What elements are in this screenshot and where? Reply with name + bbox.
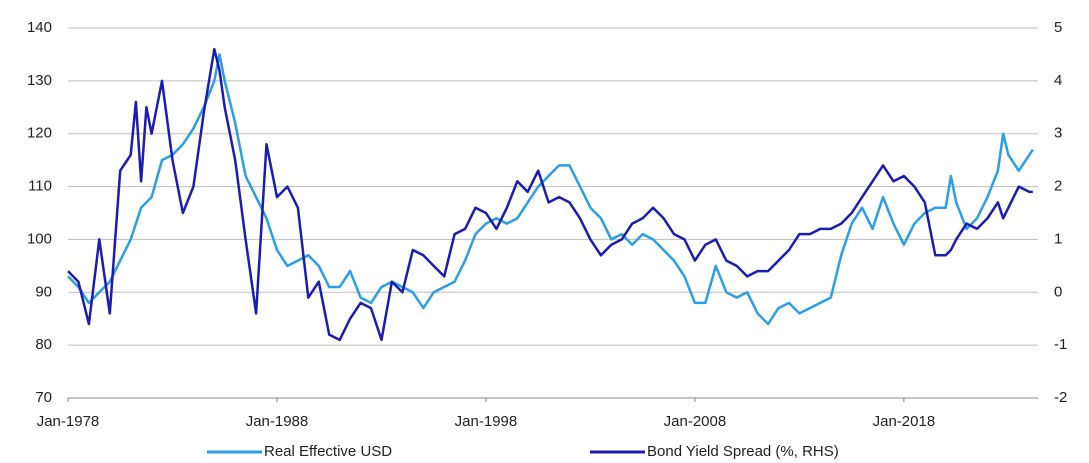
- y2-tick-label: 0: [1054, 283, 1062, 300]
- y-tick-label: 80: [35, 336, 52, 353]
- x-tick-label: Jan-1988: [246, 413, 309, 430]
- y2-tick-label: -2: [1054, 389, 1067, 406]
- y-tick-label: 90: [35, 283, 52, 300]
- x-tick-label: Jan-2008: [664, 413, 727, 430]
- y2-tick-label: -1: [1054, 336, 1067, 353]
- y2-tick-label: 3: [1054, 125, 1062, 142]
- x-tick-label: Jan-2018: [873, 413, 936, 430]
- y2-tick-label: 4: [1054, 72, 1062, 89]
- y2-tick-label: 1: [1054, 230, 1062, 247]
- y-tick-label: 70: [35, 389, 52, 406]
- x-tick-label: Jan-1978: [37, 413, 100, 430]
- y-tick-label: 120: [27, 125, 52, 142]
- y-tick-label: 100: [27, 230, 52, 247]
- x-tick-label: Jan-1998: [455, 413, 518, 430]
- series-line: [67, 47, 1033, 342]
- y-tick-label: 110: [28, 178, 52, 195]
- legend-label: Real Effective USD: [264, 443, 392, 460]
- series-line: [67, 53, 1034, 326]
- y2-tick-label: 2: [1054, 178, 1062, 195]
- y-tick-label: 140: [27, 19, 52, 36]
- y2-tick-label: 5: [1054, 19, 1062, 36]
- y-tick-label: 130: [27, 72, 52, 89]
- legend-label: Bond Yield Spread (%, RHS): [647, 443, 839, 460]
